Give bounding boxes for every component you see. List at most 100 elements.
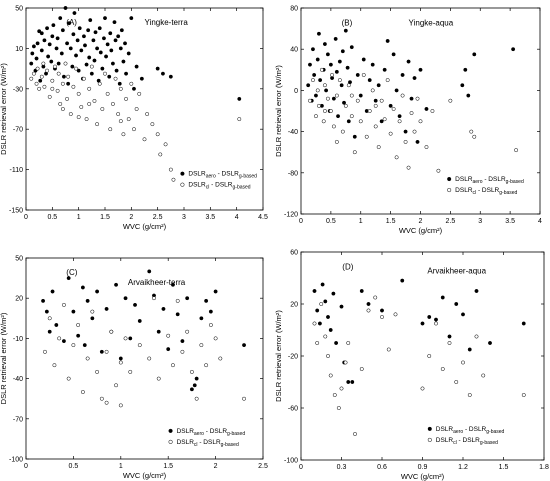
point-aero xyxy=(47,329,52,334)
point-aero xyxy=(29,61,34,66)
point-aero xyxy=(412,76,417,80)
point-cl xyxy=(379,98,384,103)
point-cl xyxy=(121,132,126,137)
point-cl xyxy=(79,105,84,109)
point-cl xyxy=(156,376,161,381)
point-aero xyxy=(104,54,109,59)
point-aero xyxy=(70,64,75,69)
x-tick-label: 1 xyxy=(77,214,81,221)
point-cl xyxy=(80,390,85,394)
point-cl xyxy=(137,343,142,348)
point-aero xyxy=(460,83,465,88)
legend-marker-open xyxy=(180,182,185,187)
point-aero xyxy=(189,387,194,392)
point-aero xyxy=(156,329,161,334)
point-cl xyxy=(103,71,107,76)
point-cl xyxy=(424,145,429,150)
point-aero xyxy=(95,46,100,51)
point-cl xyxy=(308,98,312,103)
point-cl xyxy=(346,83,351,88)
point-aero xyxy=(74,53,78,58)
y-axis-label: DSLR retrieval error (W/m²) xyxy=(0,312,8,404)
point-aero xyxy=(86,28,91,33)
point-aero xyxy=(339,304,344,309)
point-cl xyxy=(213,336,218,341)
point-aero xyxy=(324,88,329,93)
point-aero xyxy=(361,57,366,62)
point-cl xyxy=(382,117,387,122)
point-cl xyxy=(359,367,364,371)
point-aero xyxy=(349,45,354,50)
point-cl xyxy=(461,360,465,365)
point-aero xyxy=(467,347,472,352)
point-cl xyxy=(319,67,324,72)
point-cl xyxy=(204,363,209,368)
point-cl xyxy=(315,341,320,345)
point-cl xyxy=(367,109,372,113)
point-aero xyxy=(107,74,112,79)
point-cl xyxy=(92,98,97,103)
y-tick-label: 40 xyxy=(290,47,298,54)
point-aero xyxy=(385,39,390,43)
point-aero xyxy=(175,312,180,317)
point-cl xyxy=(237,117,242,122)
point-cl xyxy=(391,106,396,111)
y-tick-label: -70 xyxy=(13,416,23,423)
point-aero xyxy=(95,289,100,294)
point-aero xyxy=(166,347,171,352)
point-aero xyxy=(119,28,124,33)
point-cl xyxy=(76,115,81,120)
x-tick-label: 0.6 xyxy=(377,464,387,471)
point-aero xyxy=(54,46,59,51)
point-cl xyxy=(50,86,55,91)
point-aero xyxy=(161,306,166,311)
point-cl xyxy=(52,363,57,368)
point-cl xyxy=(336,406,341,410)
point-cl xyxy=(124,96,129,101)
point-aero xyxy=(315,308,320,313)
point-aero xyxy=(44,309,49,314)
legend: DSLRaero - DSLRg-based DSLRcl - DSLRg-bas… xyxy=(180,171,257,191)
point-aero xyxy=(415,139,420,144)
y-axis-label: DSLR retrieval error (W/m²) xyxy=(0,63,8,155)
point-aero xyxy=(194,376,199,381)
point-cl xyxy=(380,315,384,319)
point-cl xyxy=(339,386,344,391)
panel-label: (D) xyxy=(342,263,353,272)
y-tick-label: -60 xyxy=(288,406,298,413)
point-aero xyxy=(168,74,173,79)
point-aero xyxy=(50,289,55,294)
point-aero xyxy=(379,119,384,124)
point-aero xyxy=(45,26,50,31)
point-aero xyxy=(355,73,360,77)
point-cl xyxy=(108,127,113,132)
point-cl xyxy=(326,354,330,358)
y-tick-label: 0 xyxy=(294,88,298,95)
point-cl xyxy=(71,343,76,348)
point-cl xyxy=(430,109,435,113)
point-aero xyxy=(350,380,355,384)
point-cl xyxy=(394,155,399,160)
point-aero xyxy=(322,42,327,46)
point-aero xyxy=(76,68,81,73)
point-cl xyxy=(118,360,123,365)
x-tick-label: 1.2 xyxy=(458,464,468,471)
point-cl xyxy=(420,386,425,391)
point-cl xyxy=(242,396,246,401)
site-label: Yingke-aqua xyxy=(409,18,454,27)
point-aero xyxy=(474,289,479,293)
point-cl xyxy=(134,107,139,111)
point-aero xyxy=(242,343,246,348)
point-cl xyxy=(42,84,47,89)
point-aero xyxy=(105,42,110,47)
point-aero xyxy=(434,317,438,322)
point-cl xyxy=(386,347,391,352)
point-cl xyxy=(322,83,327,88)
point-cl xyxy=(57,336,62,341)
point-cl xyxy=(53,64,57,69)
point-aero xyxy=(112,20,117,25)
point-aero xyxy=(61,74,66,79)
point-aero xyxy=(340,49,345,54)
point-aero xyxy=(180,339,185,344)
y-tick-label: -70 xyxy=(13,127,23,134)
